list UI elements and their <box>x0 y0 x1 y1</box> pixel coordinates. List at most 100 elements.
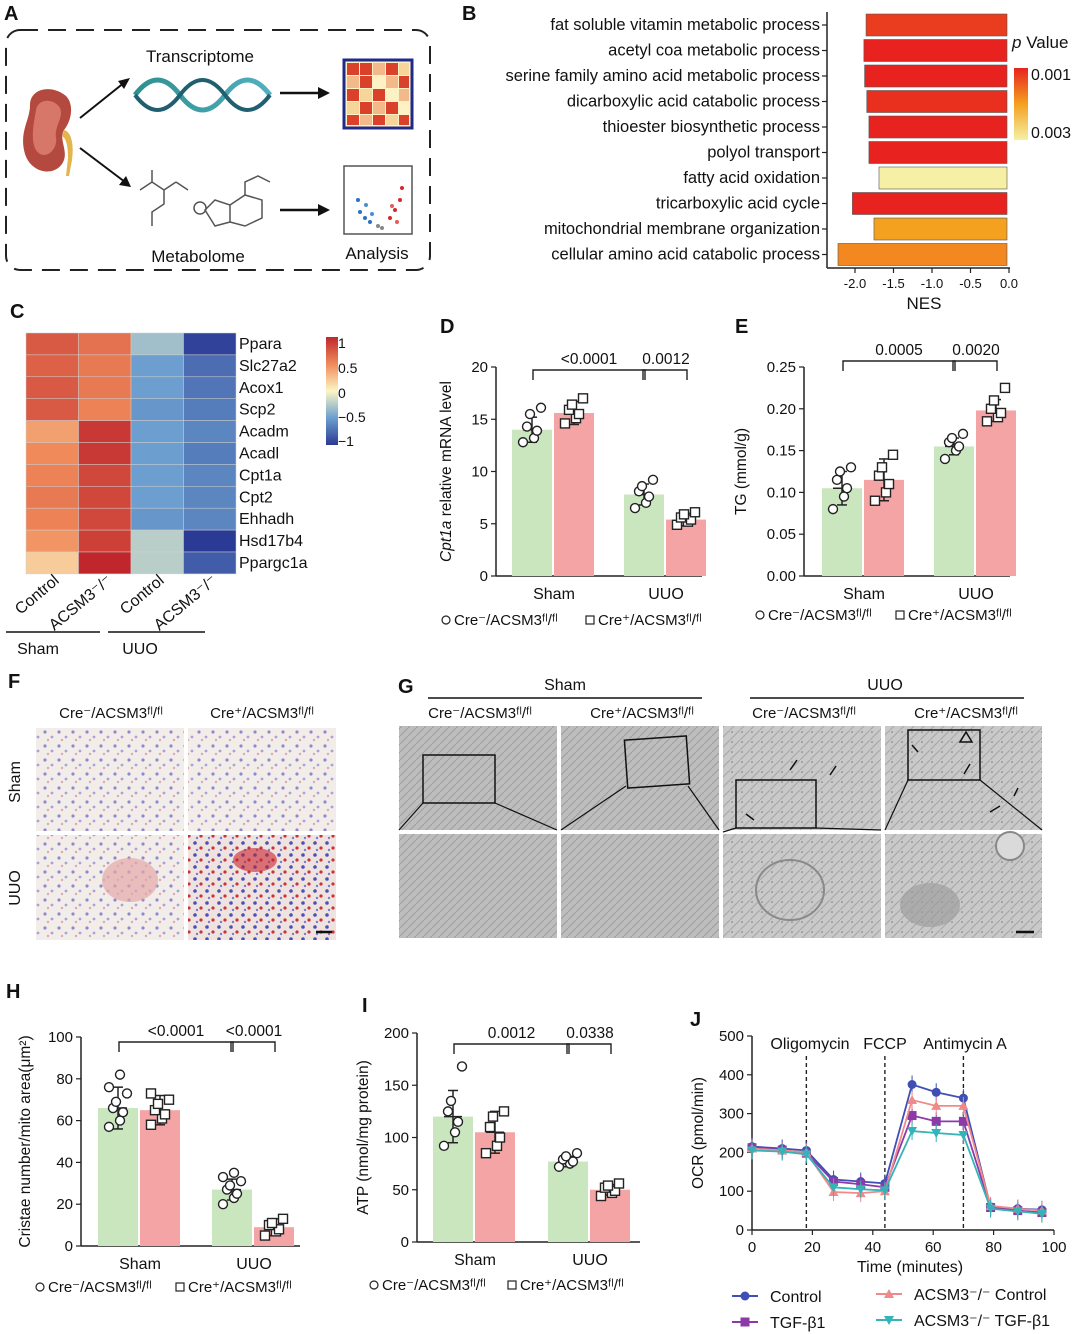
x-tick-label: -1.5 <box>882 276 904 291</box>
p-value-annotation: 0.0005 <box>875 342 922 359</box>
colorbar-label: −0.5 <box>338 409 366 425</box>
y-tick-label: 5 <box>480 516 488 533</box>
heatmap-cell <box>78 442 132 465</box>
data-point <box>117 1107 129 1118</box>
data-point <box>931 1100 942 1110</box>
injection-label: Oligomycin <box>770 1036 849 1053</box>
data-point <box>884 1289 894 1298</box>
data-point <box>988 395 1000 406</box>
y-axis-title: Cristae number/mito area(μm²) <box>17 1035 34 1247</box>
heatmap-cell <box>25 464 79 487</box>
group-label: UUO <box>122 641 158 658</box>
heatmap-cell <box>130 354 184 378</box>
ihc-image-sham-cre-pos <box>188 728 336 831</box>
data-point <box>121 1088 133 1099</box>
data-point <box>907 1095 918 1105</box>
em-image-sham-cre-neg <box>399 726 557 830</box>
data-point <box>103 1121 115 1133</box>
triangle-marker-icon <box>958 730 974 743</box>
data-point <box>999 382 1011 394</box>
gene-label: Slc27a2 <box>239 358 297 375</box>
legend-title: p Value <box>1011 33 1068 52</box>
series-line <box>751 1083 1042 1211</box>
damaged-mitochondrion <box>900 883 960 927</box>
arrowhead-icon <box>118 78 130 89</box>
panel-letter-j: J <box>690 1009 701 1031</box>
bar <box>554 412 594 576</box>
data-point <box>114 1115 126 1126</box>
y-tick-label: 40 <box>56 1154 73 1171</box>
heatmap-cell <box>183 464 237 487</box>
data-point <box>879 1186 890 1196</box>
p-value-colorbar <box>1014 68 1028 140</box>
legend-label: Cre⁺/ACSM3ᶠˡ/ᶠˡ <box>598 612 702 629</box>
mini-heatmap-icon <box>342 58 414 130</box>
panel-letter-g: G <box>398 676 414 698</box>
data-point <box>907 1111 917 1121</box>
data-point <box>958 1130 969 1140</box>
data-point <box>494 1132 506 1143</box>
data-point <box>566 399 578 410</box>
gsea-term-label: thioester biosynthetic process <box>603 118 820 136</box>
heatmap-cell <box>130 529 184 553</box>
y-tick-label: 200 <box>719 1144 744 1161</box>
data-point <box>834 466 846 477</box>
panel-g-col1-label: Cre⁻/ACSM3ᶠˡ/ᶠˡ <box>428 705 532 722</box>
heatmap-cell <box>25 507 79 531</box>
legend-marker <box>369 1280 379 1290</box>
colorbar-label: −1 <box>338 433 354 449</box>
zoom-box <box>623 735 691 789</box>
legend-marker <box>175 1282 185 1292</box>
chart-b-gsea: fat soluble vitamin metabolic process ace… <box>505 12 1071 313</box>
data-point <box>103 1081 115 1093</box>
gsea-term-label: acetyl coa metabolic process <box>608 42 820 60</box>
gene-label: Acadl <box>239 446 279 463</box>
panel-g-col4-label: Cre⁺/ACSM3ᶠˡ/ᶠˡ <box>914 705 1018 722</box>
gsea-bar <box>864 64 1008 88</box>
data-point <box>445 1095 457 1107</box>
panel-letter-f: F <box>8 671 20 693</box>
kidney-icon <box>23 89 73 176</box>
heatmap-cell <box>130 442 184 465</box>
panel-letter-a: A <box>4 3 18 25</box>
y-tick-label: 50 <box>392 1182 409 1199</box>
x-axis-title: Time (minutes) <box>857 1259 963 1276</box>
heatmap-cell <box>183 442 237 465</box>
data-point <box>613 1178 625 1189</box>
y-tick-label: 150 <box>384 1077 409 1094</box>
gsea-bar <box>863 39 1008 62</box>
data-point <box>995 407 1007 419</box>
data-point <box>560 1151 572 1162</box>
heatmap-cell <box>78 376 132 399</box>
legend-label: Cre⁻/ACSM3ᶠˡ/ᶠˡ <box>48 1279 152 1296</box>
data-point <box>883 478 895 490</box>
heatmap-cell <box>130 486 184 509</box>
significance-bracket <box>566 1043 612 1054</box>
heatmap-cell <box>25 420 79 443</box>
legend-marker <box>895 610 905 620</box>
data-point <box>152 1098 164 1110</box>
data-point <box>740 1291 750 1301</box>
y-tick-label: 20 <box>56 1196 73 1213</box>
panel-f-row1-label: Sham <box>7 761 24 803</box>
y-tick-label: 0.15 <box>767 443 796 460</box>
transcriptome-label: Transcriptome <box>146 47 254 66</box>
gsea-bar <box>868 115 1008 139</box>
data-point <box>487 1111 499 1122</box>
heatmap-column-label: Control <box>117 572 167 618</box>
y-tick-label: 100 <box>719 1183 744 1200</box>
significance-bracket <box>642 369 688 380</box>
ihc-lipid-stain <box>233 848 277 872</box>
heatmap-cell <box>25 486 79 509</box>
data-point <box>907 1127 918 1137</box>
data-point <box>449 1127 461 1138</box>
heatmap-cell <box>78 507 132 531</box>
data-point <box>602 1180 614 1191</box>
gsea-bar <box>865 13 1008 37</box>
data-point <box>985 403 997 414</box>
heatmap-cell <box>183 332 237 356</box>
data-point <box>629 502 641 514</box>
legend-marker <box>507 1280 517 1290</box>
colorbar-label: 0.5 <box>338 360 358 376</box>
legend-label: Cre⁻/ACSM3ᶠˡ/ᶠˡ <box>382 1277 486 1294</box>
